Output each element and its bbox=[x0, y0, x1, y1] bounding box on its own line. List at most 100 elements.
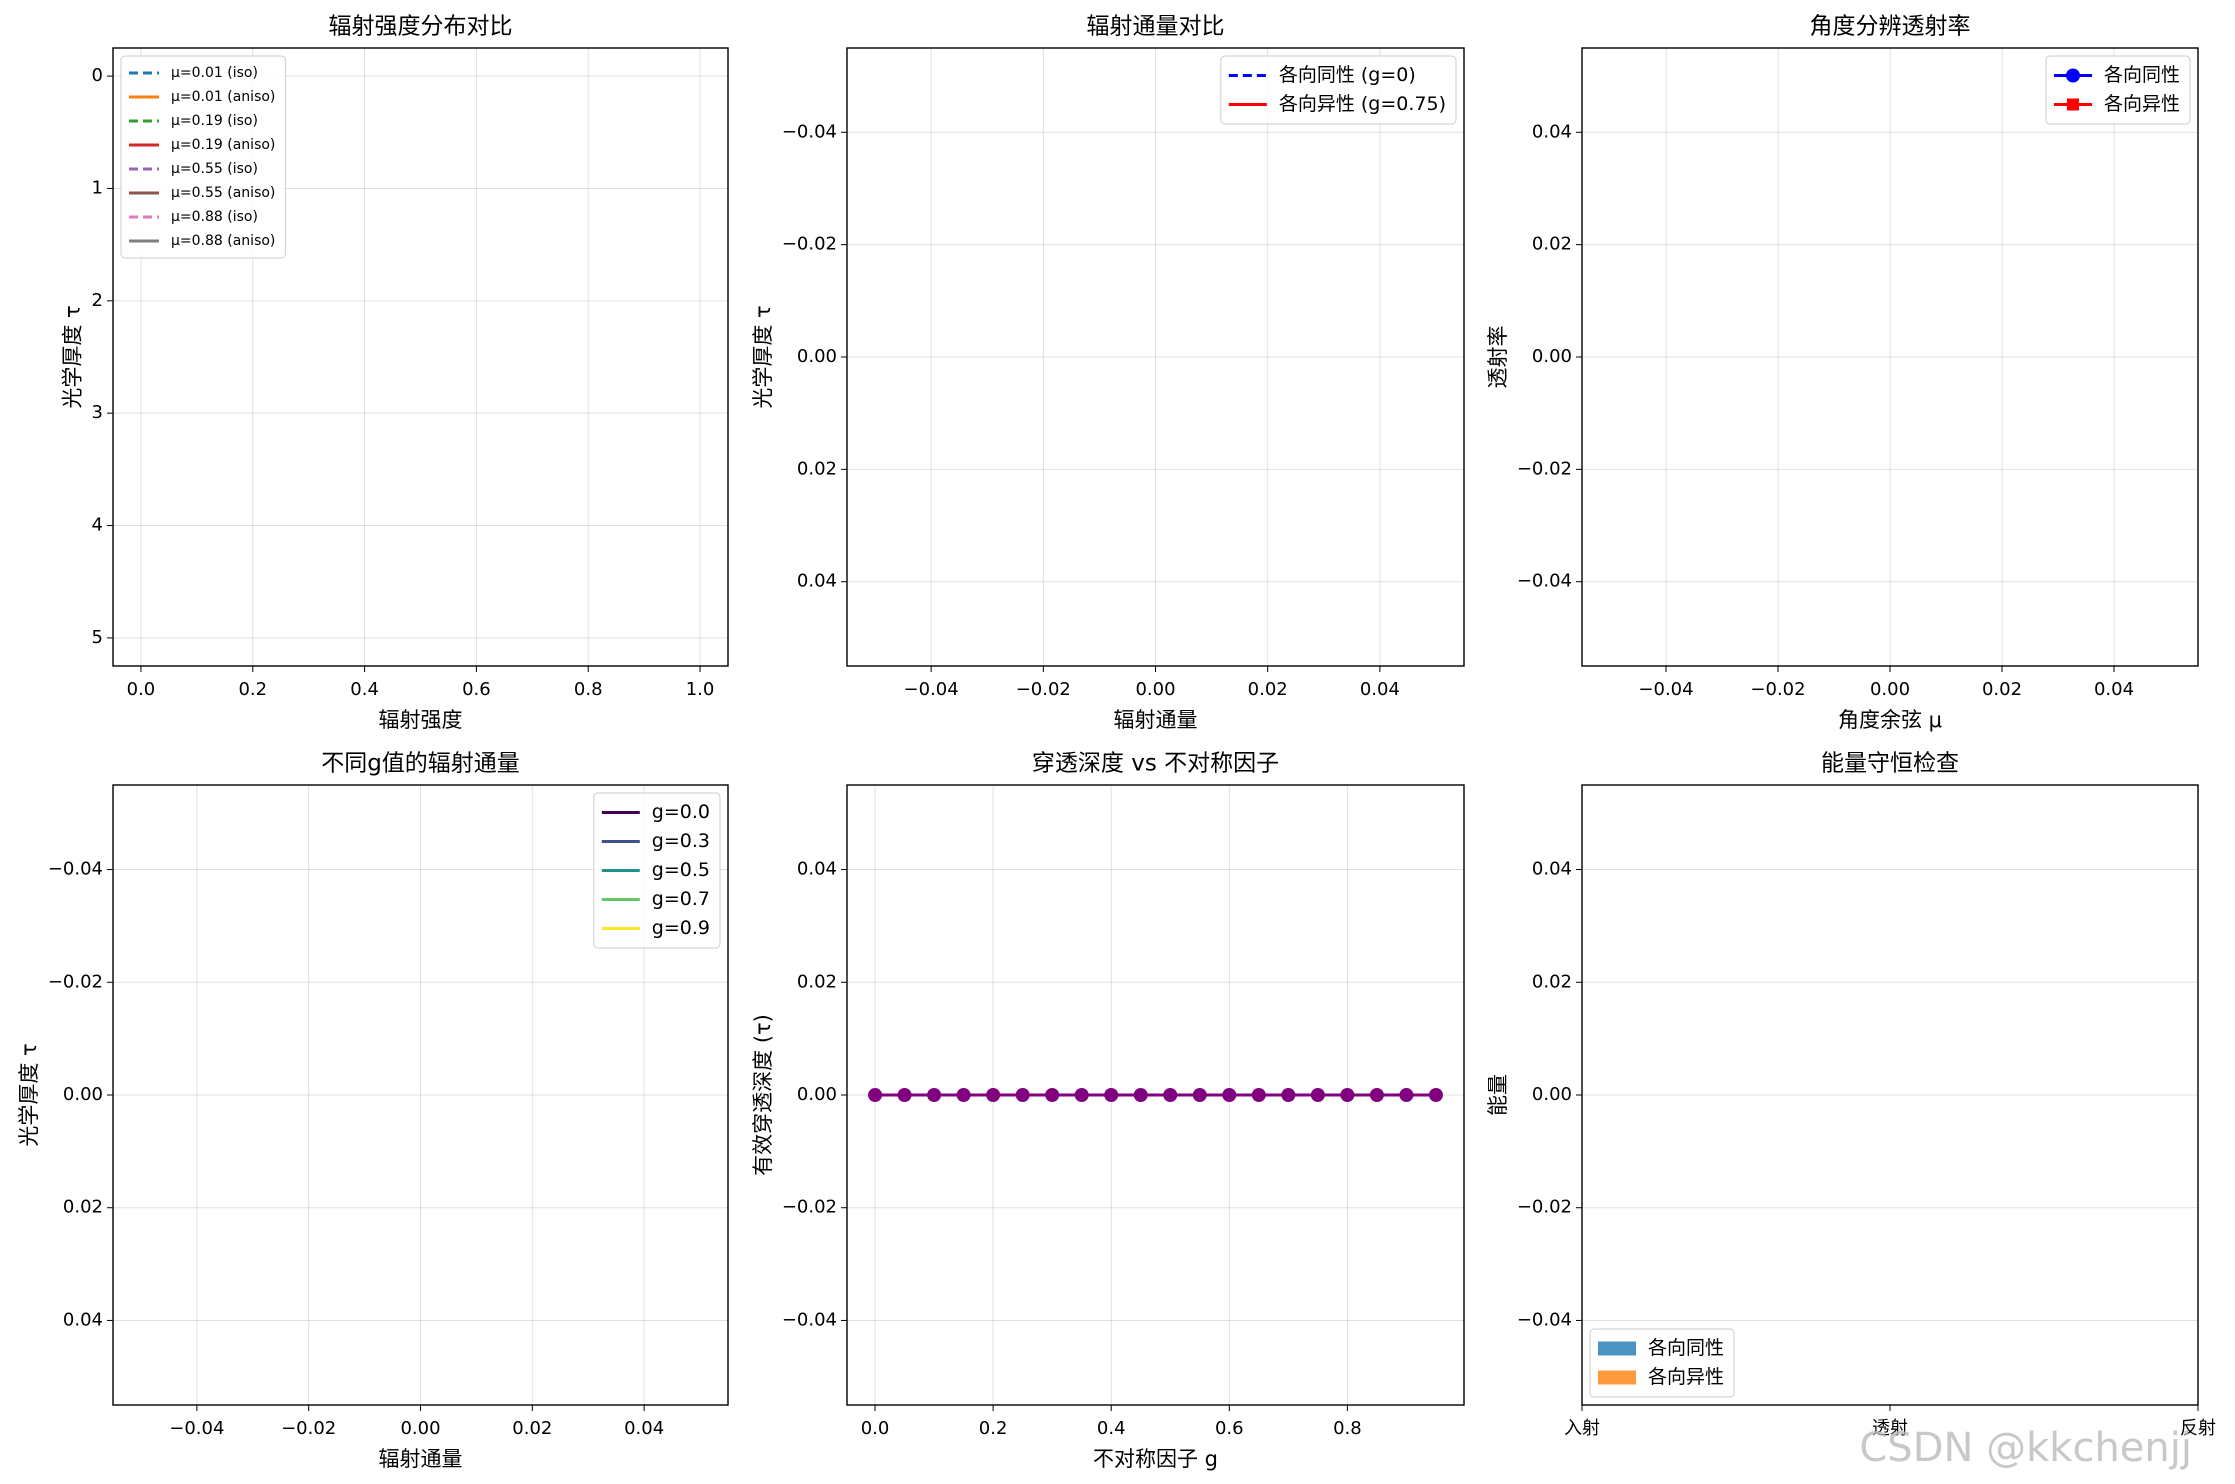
x-axis-label: 不对称因子 g bbox=[1093, 1447, 1218, 1471]
plot-area bbox=[1582, 785, 2198, 1405]
legend-item: μ=0.88 (aniso) bbox=[129, 233, 275, 249]
x-tick-label: −0.04 bbox=[904, 679, 959, 700]
legend-label: μ=0.19 (iso) bbox=[171, 113, 258, 129]
x-tick-label: 0.02 bbox=[1982, 679, 2022, 700]
legend-label: μ=0.01 (aniso) bbox=[171, 89, 275, 105]
marker bbox=[868, 1088, 883, 1102]
x-tick-label: 0.6 bbox=[1215, 1418, 1244, 1439]
x-tick-label: 透射 bbox=[1872, 1418, 1908, 1439]
x-axis-label: 辐射强度 bbox=[379, 708, 463, 732]
legend-swatch bbox=[1598, 1370, 1636, 1385]
y-tick-label: 4 bbox=[92, 515, 103, 536]
marker bbox=[1015, 1088, 1030, 1102]
legend-item: μ=0.19 (aniso) bbox=[129, 137, 275, 153]
legend-label: 各向异性 (g=0.75) bbox=[1279, 93, 1446, 115]
marker bbox=[927, 1088, 942, 1102]
plot-area bbox=[847, 48, 1464, 666]
marker bbox=[956, 1088, 971, 1102]
y-axis-label: 能量 bbox=[1486, 1074, 1510, 1116]
y-tick-label: 1 bbox=[92, 177, 103, 198]
x-tick-label: −0.02 bbox=[281, 1418, 336, 1439]
subplot: 入射 透射 反射 −0.04 −0.02 0.00 0.02 0.04 能量守恒检查能量各向同性… bbox=[1486, 751, 2216, 1440]
x-tick-label: 0.4 bbox=[350, 679, 379, 700]
marker bbox=[1369, 1088, 1384, 1102]
legend-item: μ=0.88 (iso) bbox=[129, 209, 258, 225]
legend-label: 各向同性 bbox=[2104, 64, 2180, 86]
y-tick-label: 0.00 bbox=[63, 1084, 103, 1105]
x-tick-label: 0.00 bbox=[1870, 679, 1910, 700]
legend-label: μ=0.55 (iso) bbox=[171, 161, 258, 177]
y-axis-label: 光学厚度 τ bbox=[751, 305, 775, 408]
marker bbox=[1104, 1088, 1119, 1102]
axes-frame bbox=[1581, 784, 2199, 1406]
legend-label: 各向异性 bbox=[1648, 1366, 1724, 1388]
x-tick-label: −0.02 bbox=[1016, 679, 1071, 700]
y-tick-label: 0 bbox=[92, 65, 103, 86]
legend-item: g=0.9 bbox=[601, 917, 710, 939]
legend-label: 各向异性 bbox=[2104, 93, 2180, 115]
y-tick-label: 0.00 bbox=[1532, 346, 1572, 367]
legend-label: μ=0.01 (iso) bbox=[171, 65, 258, 81]
marker bbox=[1340, 1088, 1355, 1102]
x-tick-label: 0.02 bbox=[512, 1418, 552, 1439]
legend-label: g=0.9 bbox=[652, 917, 710, 939]
marker bbox=[897, 1088, 912, 1102]
y-tick-label: −0.02 bbox=[782, 1197, 837, 1218]
axes-frame bbox=[1581, 47, 2199, 667]
marker bbox=[1192, 1088, 1207, 1102]
marker bbox=[1163, 1088, 1178, 1102]
x-tick-label: 0.2 bbox=[979, 1418, 1008, 1439]
legend-swatch bbox=[1598, 1341, 1636, 1356]
x-tick-label: 0.00 bbox=[1135, 679, 1175, 700]
y-tick-label: 5 bbox=[92, 627, 103, 648]
y-tick-label: 0.00 bbox=[797, 346, 837, 367]
legend-label: g=0.3 bbox=[652, 830, 710, 852]
watermark: CSDN @kkchenjj bbox=[1859, 1425, 2192, 1471]
x-tick-label: 0.0 bbox=[861, 1418, 890, 1439]
legend-item: 各向异性 bbox=[1598, 1366, 1724, 1388]
legend-label: 各向同性 (g=0) bbox=[1279, 64, 1416, 86]
legend: μ=0.01 (iso) μ=0.01 (aniso) μ=0.19 (iso) μ=… bbox=[120, 55, 286, 259]
y-axis-label: 透射率 bbox=[1486, 326, 1510, 389]
legend-frame bbox=[120, 55, 286, 259]
y-tick-label: 0.04 bbox=[1532, 859, 1572, 880]
axes-frame bbox=[112, 784, 729, 1406]
marker bbox=[1074, 1088, 1089, 1102]
legend-label: μ=0.88 (iso) bbox=[171, 209, 258, 225]
legend-label: g=0.5 bbox=[652, 859, 710, 881]
legend-frame bbox=[1220, 55, 1457, 125]
marker bbox=[1281, 1088, 1296, 1102]
marker bbox=[1045, 1088, 1060, 1102]
marker bbox=[1399, 1088, 1414, 1102]
legend-item: 各向同性 bbox=[2053, 64, 2180, 86]
y-tick-label: 0.02 bbox=[797, 458, 837, 479]
legend-item: g=0.0 bbox=[601, 801, 710, 823]
legend-item: 各向异性 bbox=[2053, 93, 2180, 115]
y-axis-label: 光学厚度 τ bbox=[61, 305, 85, 408]
y-tick-label: −0.04 bbox=[48, 859, 103, 880]
x-tick-label: 0.6 bbox=[462, 679, 491, 700]
x-tick-label: 0.00 bbox=[400, 1418, 440, 1439]
x-tick-label: 0.4 bbox=[1097, 1418, 1126, 1439]
y-tick-label: 0.02 bbox=[63, 1197, 103, 1218]
subplot-title: 能量守恒检查 bbox=[1821, 751, 1959, 777]
legend-frame bbox=[593, 792, 721, 949]
plot-area bbox=[1582, 48, 2198, 666]
marker bbox=[1310, 1088, 1325, 1102]
marker bbox=[1133, 1088, 1148, 1102]
y-axis-label: 光学厚度 τ bbox=[17, 1043, 41, 1146]
axes-frame bbox=[112, 47, 729, 667]
marker bbox=[986, 1088, 1001, 1102]
x-axis-label: 辐射通量 bbox=[379, 1447, 463, 1471]
subplot: −0.04 −0.02 0.00 0.02 0.04 −0.04 −0.02 0.00 0.02… bbox=[17, 751, 729, 1471]
x-tick-label: 0.04 bbox=[2094, 679, 2134, 700]
x-tick-label: −0.02 bbox=[1750, 679, 1805, 700]
legend-label: g=0.7 bbox=[652, 888, 710, 910]
subplot: 0.0 0.2 0.4 0.6 0.8 −0.04 −0.02 0.00 0.02 0.04 穿透深… bbox=[751, 751, 1465, 1471]
x-tick-label: 0.04 bbox=[1360, 679, 1400, 700]
marker bbox=[1251, 1088, 1266, 1102]
x-tick-label: 1.0 bbox=[686, 679, 715, 700]
legend-label: μ=0.55 (aniso) bbox=[171, 185, 275, 201]
